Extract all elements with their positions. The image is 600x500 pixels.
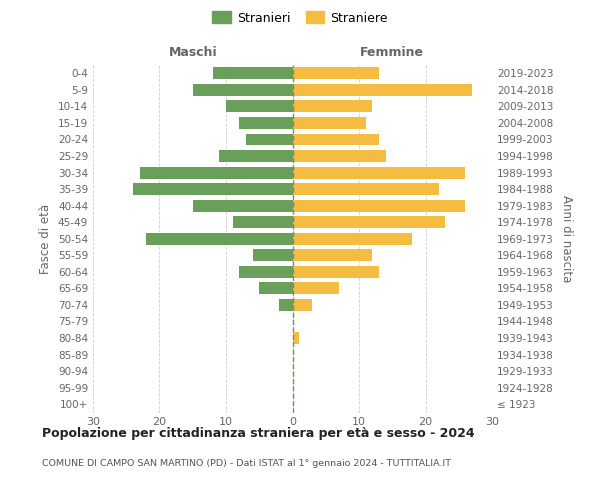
Bar	[293, 166, 466, 178]
Bar	[293, 150, 386, 162]
Bar	[253, 250, 293, 262]
Y-axis label: Anni di nascita: Anni di nascita	[560, 195, 573, 282]
Text: Popolazione per cittadinanza straniera per età e sesso - 2024: Popolazione per cittadinanza straniera p…	[42, 428, 475, 440]
Bar	[293, 233, 412, 244]
Bar	[293, 216, 445, 228]
Bar	[193, 200, 293, 211]
Bar	[293, 250, 373, 262]
Bar	[293, 100, 373, 112]
Text: Maschi: Maschi	[169, 46, 217, 59]
Bar	[293, 117, 365, 129]
Bar	[293, 68, 379, 79]
Bar	[133, 183, 293, 195]
Bar	[279, 299, 293, 311]
Bar	[146, 233, 293, 244]
Bar	[226, 100, 293, 112]
Bar	[239, 266, 293, 278]
Bar	[293, 282, 339, 294]
Bar	[293, 134, 379, 145]
Bar	[239, 117, 293, 129]
Text: Femmine: Femmine	[360, 46, 424, 59]
Bar	[220, 150, 293, 162]
Bar	[293, 266, 379, 278]
Legend: Stranieri, Straniere: Stranieri, Straniere	[209, 8, 391, 27]
Bar	[293, 84, 472, 96]
Bar	[246, 134, 293, 145]
Bar	[213, 68, 293, 79]
Bar	[293, 200, 466, 211]
Bar	[293, 183, 439, 195]
Bar	[233, 216, 293, 228]
Text: COMUNE DI CAMPO SAN MARTINO (PD) - Dati ISTAT al 1° gennaio 2024 - TUTTITALIA.IT: COMUNE DI CAMPO SAN MARTINO (PD) - Dati …	[42, 459, 451, 468]
Bar	[193, 84, 293, 96]
Bar	[259, 282, 293, 294]
Bar	[293, 299, 313, 311]
Bar	[140, 166, 293, 178]
Y-axis label: Fasce di età: Fasce di età	[40, 204, 52, 274]
Bar	[293, 332, 299, 344]
